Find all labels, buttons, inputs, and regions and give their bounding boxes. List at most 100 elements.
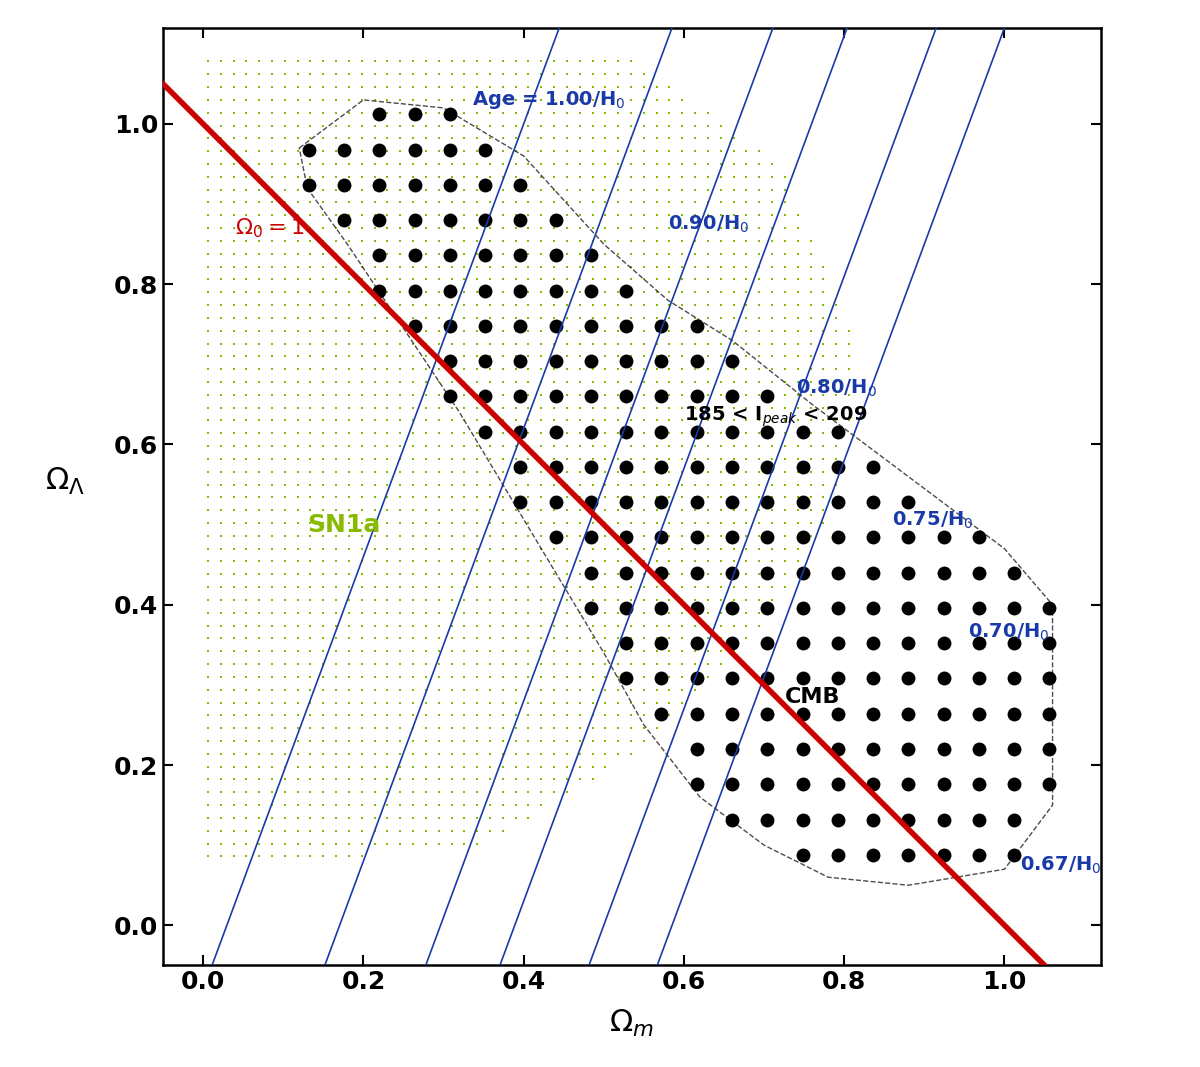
Point [224,373,244,391]
Point [224,745,244,762]
Point [673,642,692,659]
Point [712,450,731,467]
Point [340,258,359,275]
Point [340,105,359,122]
Point [673,348,692,365]
Point [712,617,731,634]
Point [737,425,756,442]
Point [622,53,641,70]
Point [236,322,256,339]
Point [518,489,538,506]
Point [340,194,359,211]
Point [635,450,654,467]
Point [685,194,704,211]
Point [518,642,538,659]
Point [224,117,244,134]
Point [698,386,718,403]
Point [224,386,244,403]
Point [378,823,397,840]
Point [352,823,371,840]
Point [899,635,918,652]
Point [532,732,551,749]
Point [403,745,422,762]
Point [250,361,269,378]
Point [442,194,461,211]
Point [557,437,576,455]
Point [480,668,499,685]
Point [608,207,628,224]
Point [673,207,692,224]
Point [506,642,526,659]
Point [647,463,666,480]
Point [660,130,679,147]
Point [685,540,704,557]
Point [583,514,602,531]
Point [506,425,526,442]
Point [198,823,217,840]
Point [326,476,346,493]
Point [493,412,512,429]
Point [340,694,359,711]
Point [518,604,538,621]
Point [224,92,244,109]
Point [762,489,781,506]
Point [442,143,461,160]
Point [532,386,551,403]
Point [313,258,332,275]
Point [652,459,671,476]
Point [326,489,346,506]
Point [288,156,307,173]
Point [416,784,436,801]
Point [532,668,551,685]
Point [365,92,384,109]
Point [430,92,449,109]
Point [391,399,410,416]
Point [545,181,564,198]
Point [211,566,230,583]
Point [570,553,589,570]
Point [608,361,628,378]
Point [406,211,425,228]
Point [455,117,474,134]
Point [378,617,397,634]
Point [750,386,769,403]
Point [518,297,538,314]
Point [403,105,422,122]
Point [211,335,230,352]
Point [430,630,449,647]
Point [685,181,704,198]
Point [468,604,487,621]
Point [365,668,384,685]
Point [724,630,743,647]
Point [224,784,244,801]
Point [326,578,346,595]
Point [557,181,576,198]
Point [673,463,692,480]
Point [737,220,756,237]
Point [493,105,512,122]
Point [546,424,565,441]
Point [506,348,526,365]
Point [545,284,564,301]
Point [440,282,460,299]
Point [365,143,384,160]
Point [532,194,551,211]
Point [698,591,718,608]
Point [545,553,564,570]
Point [365,181,384,198]
Point [365,694,384,711]
Point [595,412,614,429]
Point [724,604,743,621]
Point [788,258,808,275]
Point [313,668,332,685]
Point [480,719,499,736]
Point [788,514,808,531]
Point [365,527,384,544]
Point [570,271,589,288]
Point [608,732,628,749]
Point [545,450,564,467]
Point [455,92,474,109]
Point [430,604,449,621]
Point [480,706,499,723]
Point [275,489,294,506]
